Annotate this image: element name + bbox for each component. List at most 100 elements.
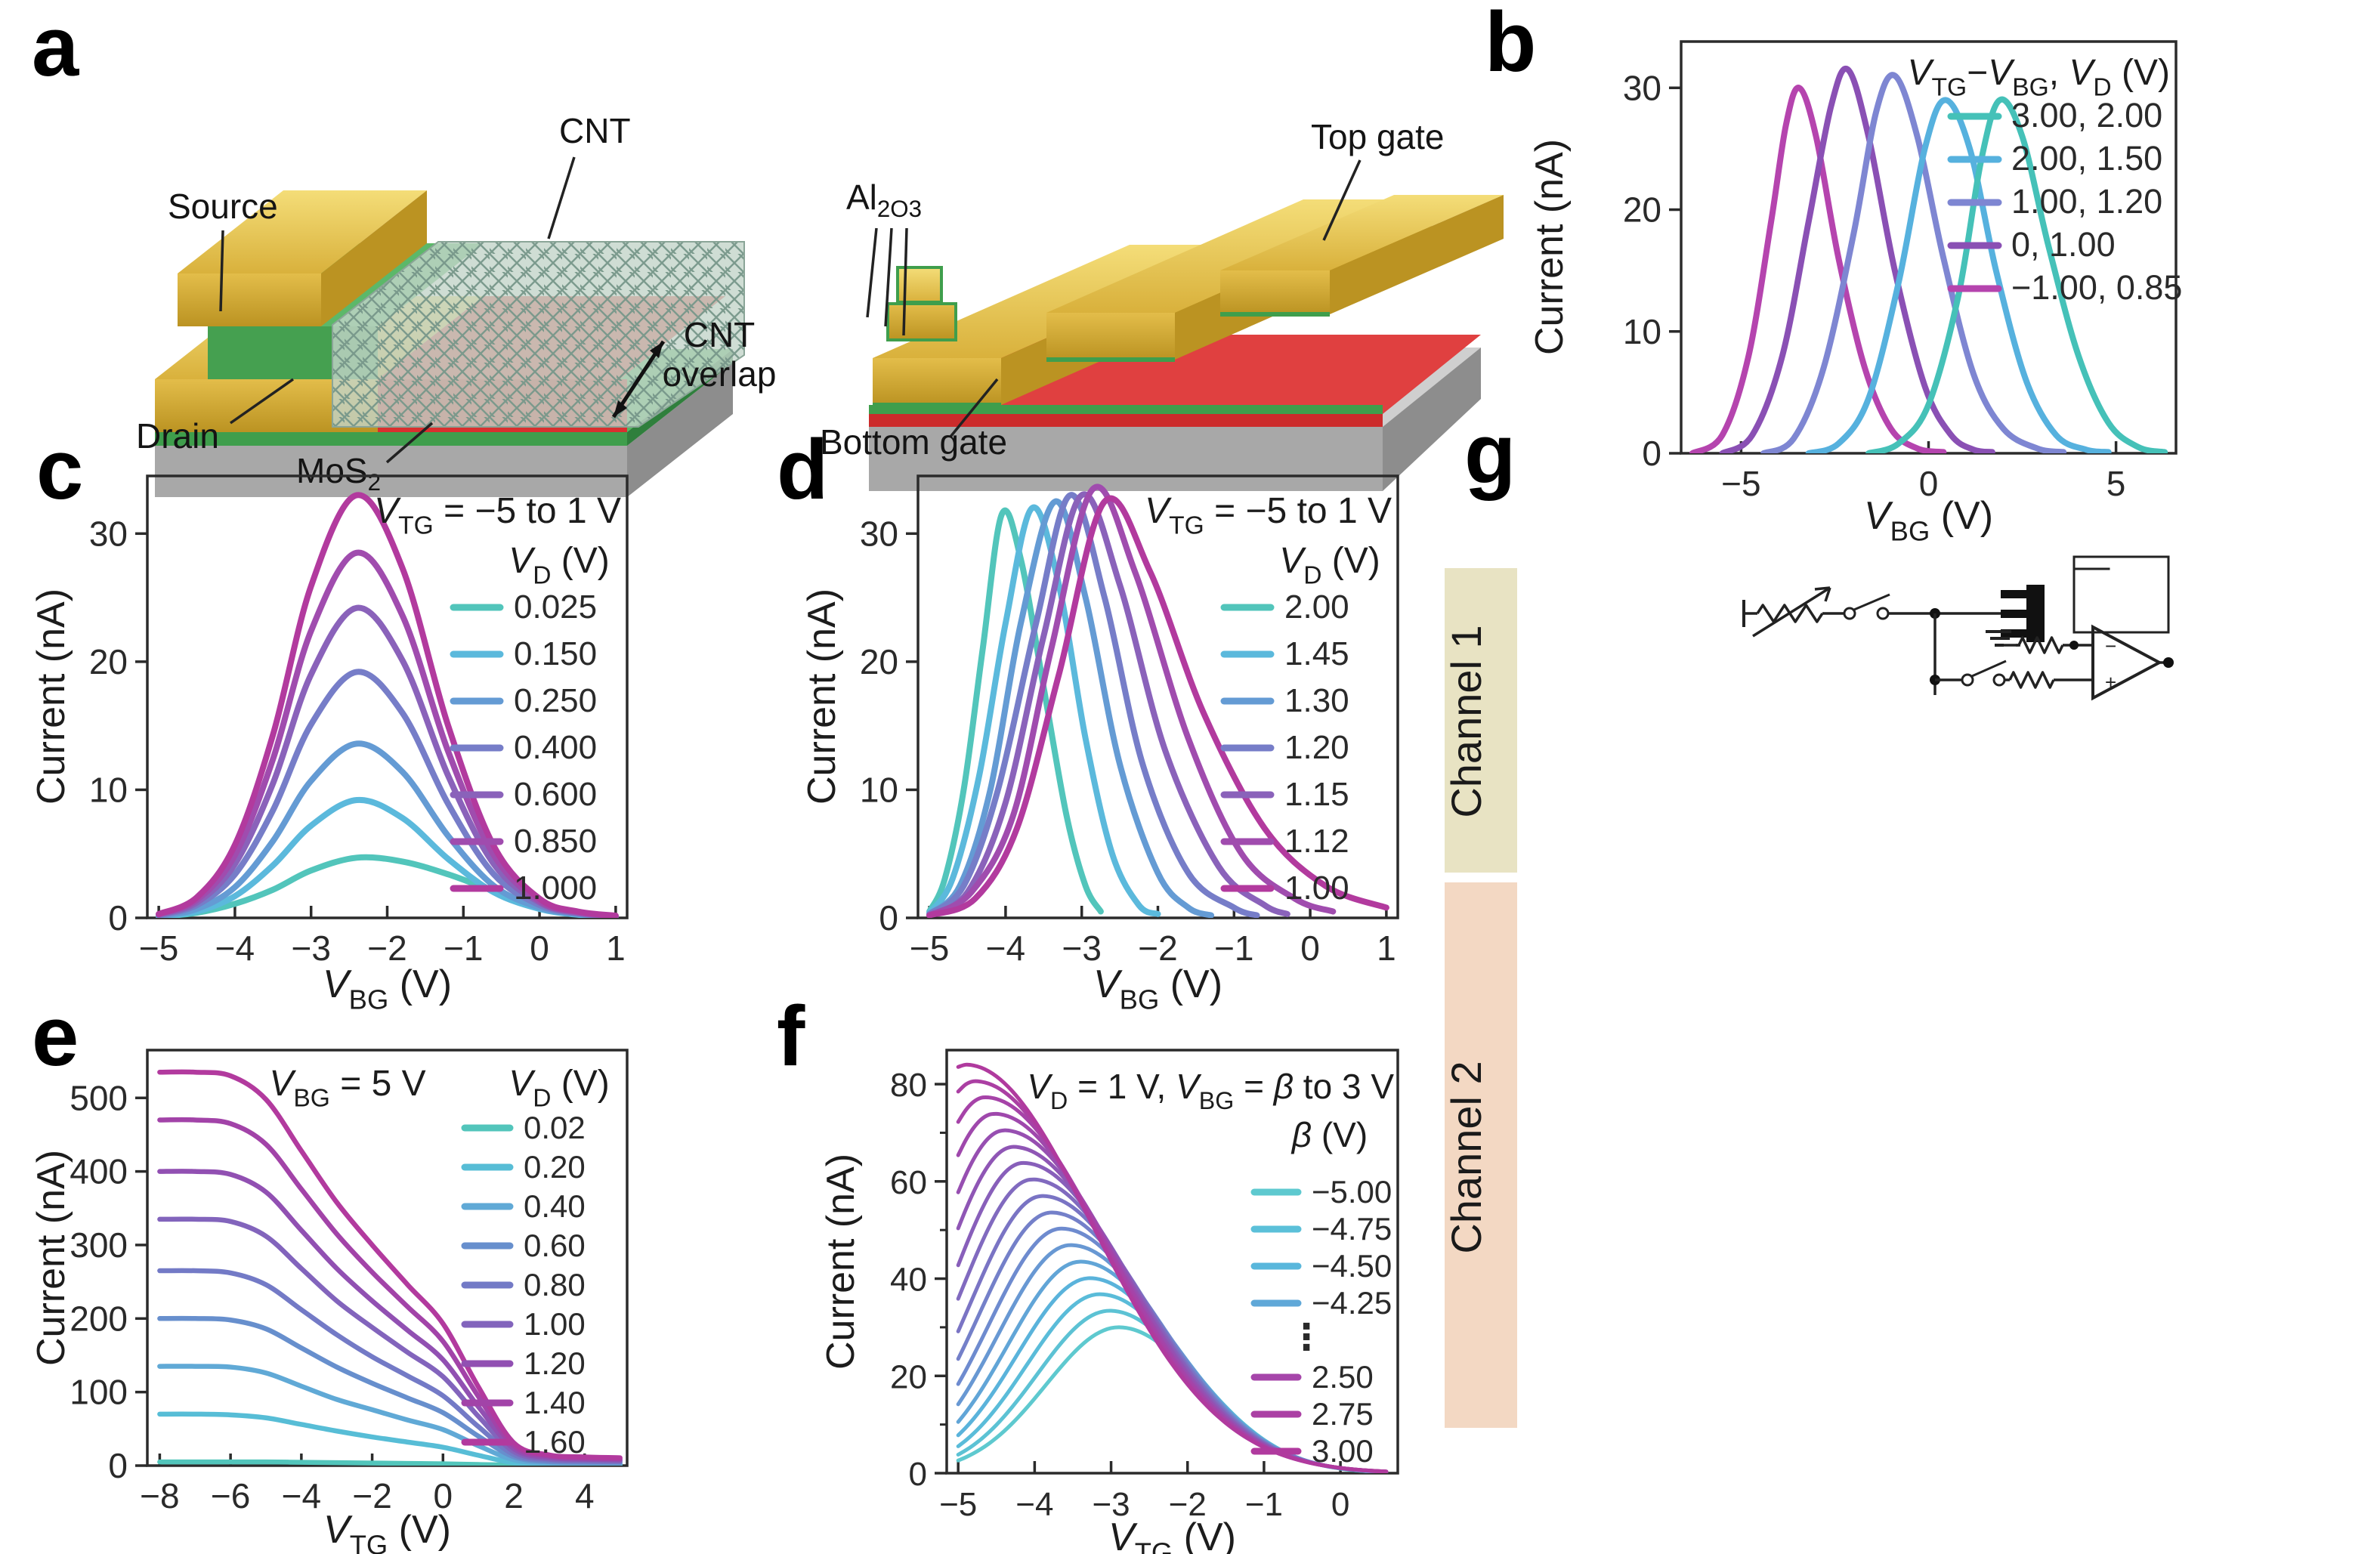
y-tick-label: 200 (70, 1299, 128, 1338)
label-drain: Drain (136, 416, 219, 456)
legend-label: 2.50 (1312, 1359, 1374, 1395)
legend-label: 0.600 (514, 776, 597, 813)
label-source: Source (168, 187, 278, 226)
x-tick-label: −1 (1245, 1486, 1283, 1523)
legend-label: 0.850 (514, 823, 597, 860)
legend: VTG−VBG, VD (V)3.00, 2.00 2.00, 1.50 1.00,… (1908, 53, 2183, 307)
legend-label: 0.150 (514, 635, 597, 672)
panel-letter-e: e (32, 989, 79, 1083)
x-axis-title: VTG (V) (323, 1508, 451, 1554)
series (1689, 65, 2168, 453)
panel-letter-d: d (777, 422, 829, 517)
legend: VD = 1 V, VBG = β to 3 Vβ (V)−5.00−4.75−… (1027, 1067, 1394, 1469)
legend-label: 2.00, 1.50 (2011, 139, 2162, 178)
y-tick-label: 60 (890, 1164, 927, 1201)
device-schematics (155, 156, 1504, 497)
x-tick-label: −5 (910, 928, 949, 968)
chart-title: VTG = −5 to 1 V (374, 491, 621, 539)
legend-ellipsis: ⋮ (1288, 1318, 1324, 1358)
cnt-overlap-arrow (611, 340, 666, 419)
legend-label: 0.20 (524, 1149, 586, 1185)
legend: VTG = −5 to 1 VVD (V)2.00 1.45 1.30 1.20 1.1… (1145, 491, 1392, 907)
series-line (926, 498, 1215, 918)
device-mos2-cnt-transistor (155, 156, 745, 497)
x-tick-label: −3 (1062, 928, 1101, 968)
y-tick-label: 20 (860, 642, 898, 681)
legend-label: 0.80 (524, 1267, 586, 1302)
legend-title: VTG−VBG, VD (V) (1908, 53, 2170, 101)
y-tick-label: 0 (909, 1456, 927, 1493)
panel-letter-a: a (32, 0, 79, 94)
y-tick-label: 80 (890, 1067, 927, 1104)
chart-title: VD = 1 V, VBG = β to 3 V (1027, 1067, 1394, 1114)
series-line (1760, 72, 2067, 453)
legend-label: 0.60 (524, 1228, 586, 1263)
legend-label: −5.00 (1312, 1174, 1392, 1210)
legend-label: 1.30 (1284, 682, 1349, 719)
legend-label: 1.00 (524, 1306, 586, 1342)
x-tick-label: 0 (1300, 928, 1320, 968)
channel-1-label: Channel 1 (1442, 625, 1490, 817)
series (926, 484, 1389, 918)
x-tick-label: −5 (939, 1486, 977, 1523)
y-tick-label: 20 (1623, 190, 1661, 230)
x-tick-label: −2 (367, 928, 406, 968)
x-tick-label: −3 (1092, 1486, 1130, 1523)
legend-label: 1.20 (524, 1345, 586, 1381)
series-line (157, 1069, 623, 1460)
legend-label: 1.00 (1284, 870, 1349, 907)
legend-label: 0.400 (514, 729, 597, 766)
legend-label: 0.02 (524, 1110, 586, 1145)
x-tick-label: 0 (1331, 1486, 1349, 1523)
y-axis-title: Current (nA) (819, 1154, 863, 1370)
y-tick-label: 10 (89, 770, 128, 809)
chart-title: VTG = −5 to 1 V (1145, 491, 1392, 539)
opamp-plus: + (2105, 671, 2116, 694)
label-cnt: CNT (559, 111, 631, 150)
x-tick-label: −5 (1721, 464, 1760, 503)
y-tick-label: 100 (70, 1373, 128, 1412)
legend: VTG = −5 to 1 VVD (V)0.025 0.150 0.250 0.40… (374, 491, 621, 907)
x-tick-label: −4 (986, 928, 1025, 968)
channel-2-label: Channel 2 (1442, 1061, 1490, 1253)
legend-label: 3.00, 2.00 (2011, 96, 2162, 134)
legend-label: 1.60 (524, 1424, 586, 1460)
legend-label: 3.00 (1312, 1433, 1374, 1469)
y-tick-label: 400 (70, 1152, 128, 1191)
legend-label: 1.15 (1284, 776, 1349, 813)
y-axis-title: Current (nA) (29, 1150, 73, 1366)
legend-label: 0.250 (514, 682, 597, 719)
panel-letter-c: c (36, 422, 84, 517)
cnt-mesh (332, 241, 745, 428)
legend-label: 1.12 (1284, 823, 1349, 860)
y-tick-label: 0 (879, 898, 898, 938)
legend-title: VD (V) (1279, 541, 1380, 589)
legend-title: VD (V) (508, 541, 610, 589)
y-axis-title: Current (nA) (800, 589, 844, 805)
x-tick-label: −3 (291, 928, 330, 968)
x-tick-label: −1 (1214, 928, 1253, 968)
series-line (926, 495, 1389, 918)
x-tick-label: −6 (211, 1476, 250, 1515)
legend-title: β (V) (1290, 1115, 1368, 1154)
legend-label: 1.20 (1284, 729, 1349, 766)
y-tick-label: 0 (108, 1446, 128, 1485)
x-tick-label: 0 (434, 1476, 453, 1515)
legend-label: 0.025 (514, 589, 597, 626)
y-tick-label: 20 (890, 1358, 927, 1395)
x-tick-label: 1 (606, 928, 626, 968)
x-tick-label: −2 (1169, 1486, 1207, 1523)
channel-bars: Channel 1 Channel 2 (1442, 568, 1517, 1428)
y-axis-title: Current (nA) (29, 589, 73, 805)
series-line (156, 492, 619, 918)
legend-label: 2.00 (1284, 589, 1349, 626)
x-tick-label: 1 (1377, 928, 1396, 968)
legend: VBG = 5 V VD (V)0.020.200.400.600.801.001… (269, 1064, 609, 1460)
y-tick-label: 300 (70, 1225, 128, 1265)
legend-label: 1.40 (524, 1385, 586, 1420)
legend-label: 1.45 (1284, 635, 1349, 672)
chart-b: −5 0 5 0 10 20 30 VBG (V) Current (nA) VTG−VBG, V… (1528, 40, 2183, 547)
